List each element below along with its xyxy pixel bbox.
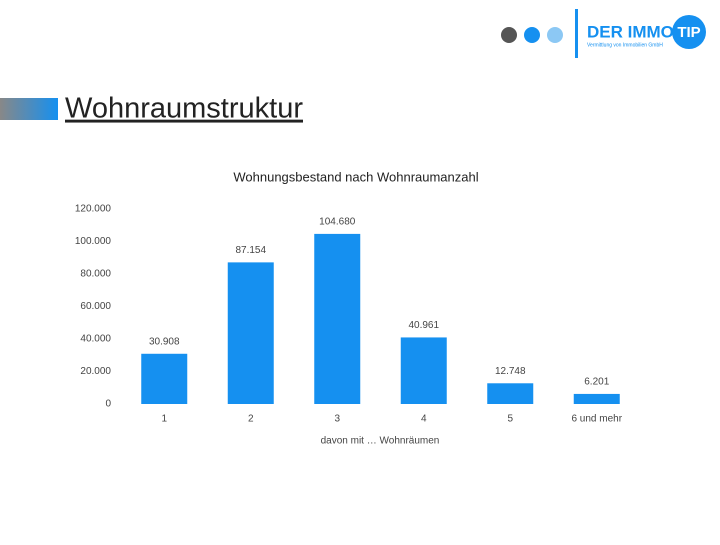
y-tick-label: 80.000 [80,269,111,280]
y-tick-label: 100.000 [75,236,112,247]
logo-dot [501,27,517,43]
value-label: 87.154 [235,245,266,256]
y-tick-label: 0 [105,399,111,410]
y-tick-label: 60.000 [80,301,111,312]
logo-tagline: Vermittlung von Immobilien GmbH [587,42,663,48]
bar [400,337,447,404]
logo-badge-circle [672,15,706,49]
value-label: 104.680 [319,217,356,228]
logo-dot [524,27,540,43]
bar [314,233,361,404]
x-tick-label: 5 [507,414,513,425]
logo-brand: DER IMMO [587,22,674,41]
chart-title: Wohnungsbestand nach Wohnraumanzahl [233,169,478,184]
x-tick-label: 3 [334,414,340,425]
value-label: 6.201 [584,377,609,388]
y-tick-label: 120.000 [75,204,112,215]
x-axis-label: davon mit … Wohnräumen [321,436,440,447]
logo-dot [547,27,563,43]
y-tick-label: 20.000 [80,366,111,377]
bar [141,353,188,404]
y-tick-label: 40.000 [80,334,111,345]
x-tick-label: 1 [161,414,167,425]
bar [487,383,534,404]
bar [573,393,620,404]
x-tick-label: 6 und mehr [571,414,622,425]
slide-title: Wohnraumstruktur [65,93,303,125]
logo-badge: TIP [677,24,700,41]
value-label: 40.961 [408,320,439,331]
x-tick-label: 2 [248,414,254,425]
value-label: 12.748 [495,366,526,377]
bar [227,262,274,404]
x-tick-label: 4 [421,414,427,425]
value-label: 30.908 [149,336,180,347]
logo-divider [575,9,578,58]
title-bar [0,98,58,120]
